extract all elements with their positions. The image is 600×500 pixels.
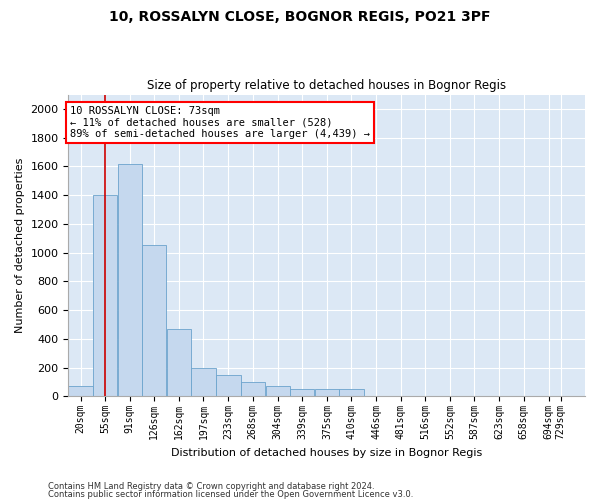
Title: Size of property relative to detached houses in Bognor Regis: Size of property relative to detached ho…: [147, 79, 506, 92]
Text: 10, ROSSALYN CLOSE, BOGNOR REGIS, PO21 3PF: 10, ROSSALYN CLOSE, BOGNOR REGIS, PO21 3…: [109, 10, 491, 24]
Bar: [68, 386, 93, 396]
Bar: [167, 328, 191, 396]
Bar: [191, 368, 215, 396]
Text: Contains HM Land Registry data © Crown copyright and database right 2024.: Contains HM Land Registry data © Crown c…: [48, 482, 374, 491]
Bar: [216, 374, 241, 396]
Bar: [93, 195, 117, 396]
X-axis label: Distribution of detached houses by size in Bognor Regis: Distribution of detached houses by size …: [171, 448, 482, 458]
Bar: [118, 164, 142, 396]
Text: 10 ROSSALYN CLOSE: 73sqm
← 11% of detached houses are smaller (528)
89% of semi-: 10 ROSSALYN CLOSE: 73sqm ← 11% of detach…: [70, 106, 370, 139]
Bar: [241, 382, 265, 396]
Text: Contains public sector information licensed under the Open Government Licence v3: Contains public sector information licen…: [48, 490, 413, 499]
Y-axis label: Number of detached properties: Number of detached properties: [15, 158, 25, 333]
Bar: [315, 389, 339, 396]
Bar: [142, 246, 166, 396]
Bar: [339, 389, 364, 396]
Bar: [266, 386, 290, 396]
Bar: [290, 389, 314, 396]
